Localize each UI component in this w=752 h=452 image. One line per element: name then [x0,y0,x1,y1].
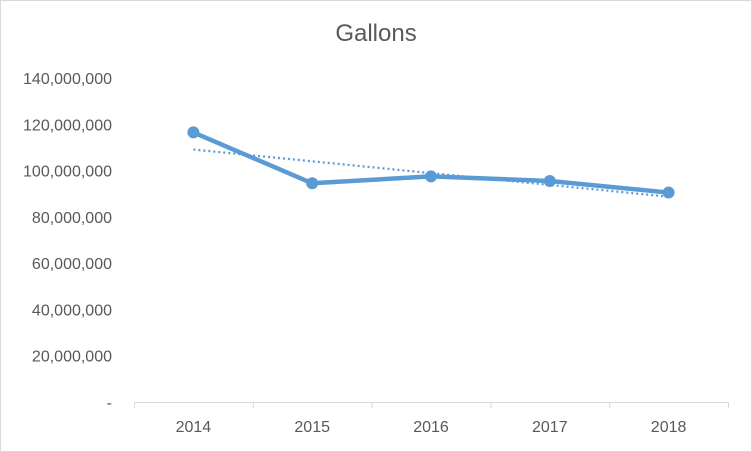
y-tick-label: 80,000,000 [32,210,112,227]
y-tick-label: 100,000,000 [23,164,112,181]
y-tick-label: 140,000,000 [23,71,112,88]
y-tick-label: 40,000,000 [32,302,112,319]
x-tick-label: 2015 [294,419,330,436]
data-point [543,174,556,187]
series-layer [187,126,675,199]
data-point [306,177,319,190]
x-tick-label: 2018 [651,419,687,436]
y-axis: - 20,000,000 40,000,000 60,000,000 80,000,00… [23,71,112,412]
chart-title: Gallons [335,20,417,47]
data-point [425,170,437,183]
y-tick-label: - [107,395,112,412]
x-tick-label: 2016 [413,419,449,436]
x-tick-label: 2017 [532,419,568,436]
data-point [187,126,200,139]
series-line [191,130,671,195]
x-tick-label: 2014 [176,419,212,436]
data-point [662,186,675,199]
y-tick-label: 60,000,000 [32,256,112,273]
y-tick-label: 120,000,000 [23,117,112,134]
y-tick-label: 20,000,000 [32,349,112,366]
x-axis: 2014 2015 2016 2017 2018 [134,402,729,436]
